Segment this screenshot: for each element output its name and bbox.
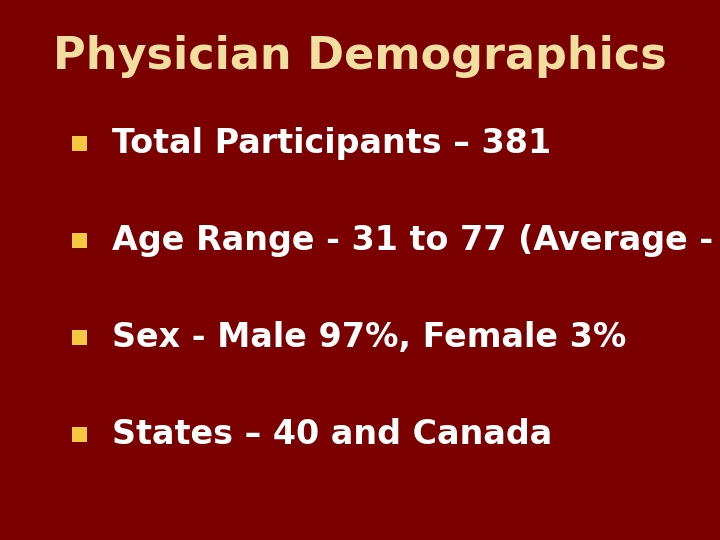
Text: Age Range - 31 to 77 (Average - 49): Age Range - 31 to 77 (Average - 49) — [112, 224, 720, 257]
Text: Physician Demographics: Physician Demographics — [53, 35, 667, 78]
Text: Total Participants – 381: Total Participants – 381 — [112, 126, 551, 160]
Bar — [72, 330, 87, 345]
Bar — [72, 427, 87, 442]
Text: States – 40 and Canada: States – 40 and Canada — [112, 418, 552, 451]
Bar — [72, 136, 87, 151]
Text: Sex - Male 97%, Female 3%: Sex - Male 97%, Female 3% — [112, 321, 626, 354]
Bar — [72, 233, 87, 248]
